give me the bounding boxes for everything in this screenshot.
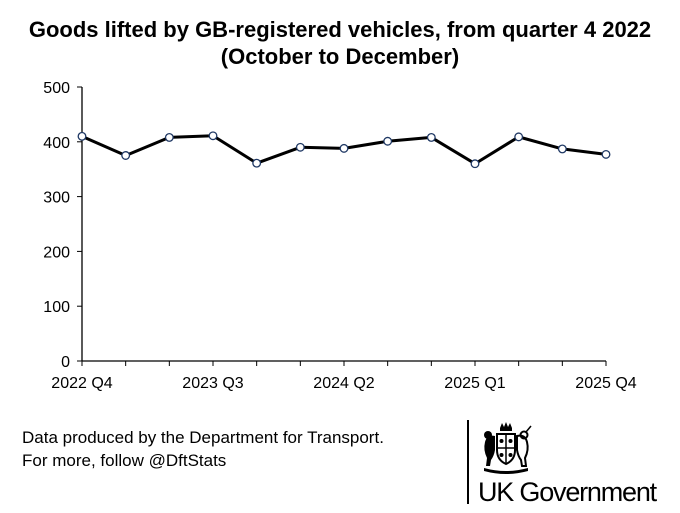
series-layer	[77, 131, 611, 169]
y-tick-label: 100	[43, 299, 70, 316]
data-point	[601, 149, 611, 159]
y-axis-ticks: 0 100 200 300 400 500	[43, 80, 82, 371]
royal-coat-of-arms-icon	[484, 422, 532, 474]
y-tick-label: 500	[43, 80, 70, 97]
data-point	[470, 159, 480, 169]
data-point	[121, 151, 131, 160]
data-point	[339, 143, 349, 153]
data-point	[514, 132, 524, 142]
x-tick-label: 2025 Q1	[444, 375, 505, 392]
data-source-note: Data produced by the Department for Tran…	[22, 426, 384, 472]
data-point	[557, 144, 567, 154]
data-point	[252, 158, 262, 168]
data-point	[77, 131, 87, 141]
x-tick-label: 2024 Q2	[313, 375, 374, 392]
y-tick-label: 200	[43, 244, 70, 261]
x-axis-ticks: 2022 Q4 2023 Q3 2024 Q2 2025 Q1 2025 Q4	[51, 361, 637, 392]
source-line: Data produced by the Department for Tran…	[22, 428, 384, 447]
chart-axes	[81, 87, 606, 362]
y-tick-label: 300	[43, 190, 70, 207]
x-tick-label: 2023 Q3	[182, 375, 243, 392]
y-tick-label: 0	[61, 354, 70, 371]
chart-title: Goods lifted by GB-registered vehicles, …	[28, 17, 652, 69]
follow-line: For more, follow @DftStats	[22, 451, 227, 470]
data-point	[208, 131, 218, 141]
data-point	[426, 132, 436, 142]
x-tick-label: 2025 Q4	[575, 375, 636, 392]
x-tick-label: 2022 Q4	[51, 375, 112, 392]
y-tick-label: 400	[43, 135, 70, 152]
data-point	[295, 142, 305, 152]
uk-government-wordmark: UK Government	[478, 477, 657, 507]
branding-divider	[467, 420, 469, 504]
data-point	[164, 132, 174, 142]
data-point	[383, 136, 393, 146]
